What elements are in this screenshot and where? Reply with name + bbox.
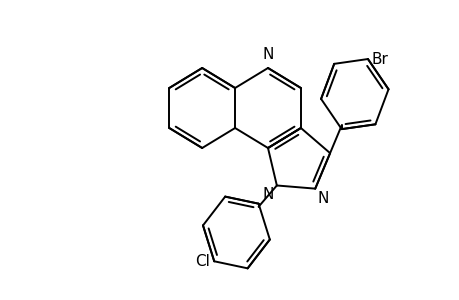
Text: N: N <box>262 188 273 202</box>
Text: Cl: Cl <box>195 254 210 269</box>
Text: N: N <box>262 47 273 62</box>
Text: N: N <box>317 190 328 206</box>
Text: Br: Br <box>371 52 388 67</box>
